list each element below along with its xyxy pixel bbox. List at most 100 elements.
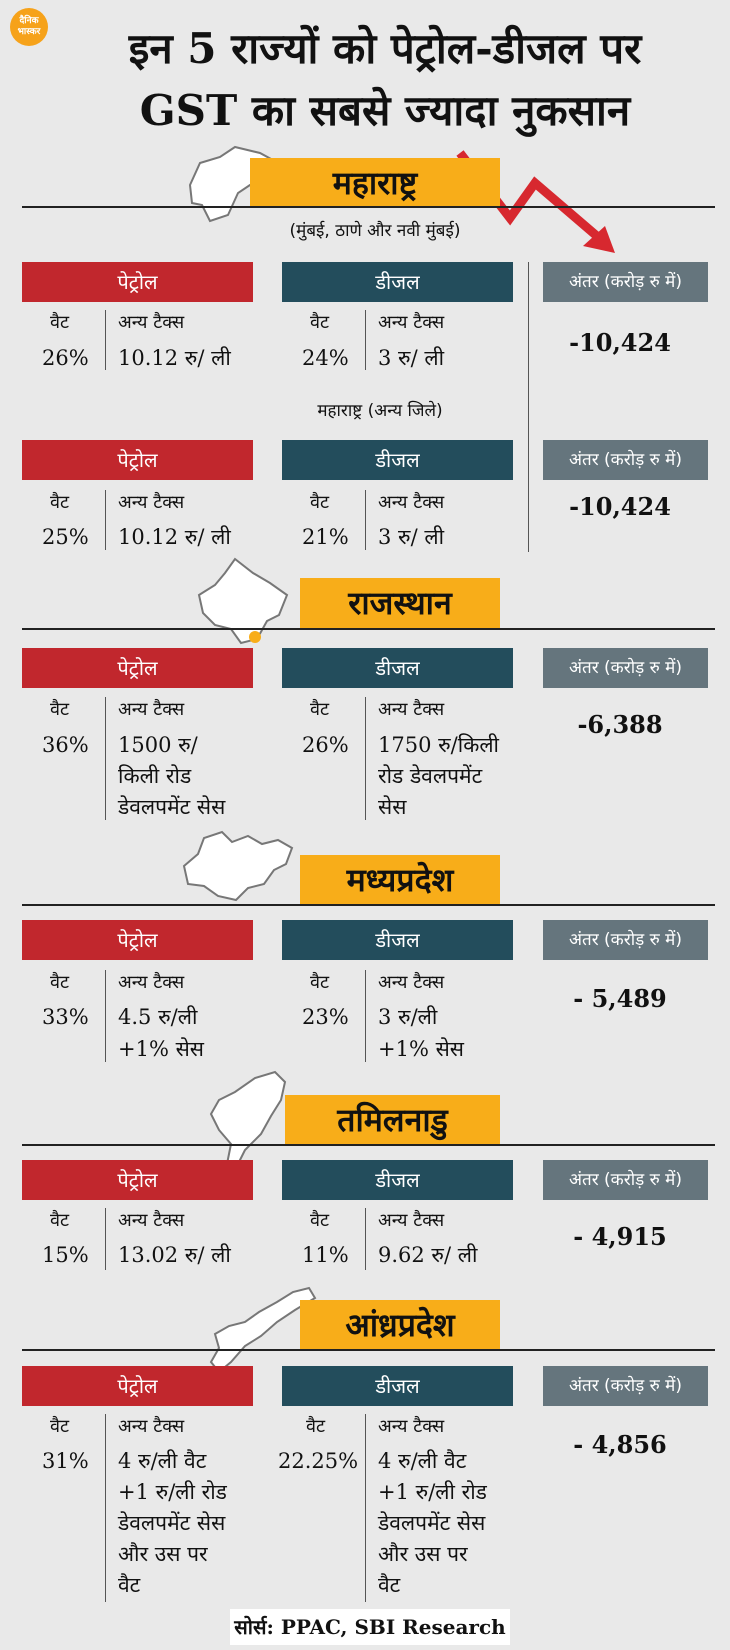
diesel-other-value: 3 रु/ ली [378, 525, 445, 549]
diff-value: - 4,915 [573, 1222, 667, 1251]
state-title-rajasthan: राजस्थान [300, 578, 500, 628]
maharashtra-note-1: (मुंबई, ठाणे और नवी मुंबई) [289, 221, 461, 241]
diesel-other-value: 3 रु/ ली [378, 346, 445, 370]
petrol-header: पेट्रोल [22, 1160, 253, 1200]
diff-value: - 4,856 [573, 1430, 667, 1459]
petrol-vat-value: 15% [42, 1243, 89, 1267]
petrol-other-line: +1% सेस [118, 1037, 204, 1061]
rajasthan-map-icon [197, 557, 289, 645]
diff-header: अंतर (करोड़ रु में) [543, 920, 708, 960]
petrol-vat-value: 33% [42, 1005, 89, 1029]
vat-label: वैट [50, 699, 70, 720]
petrol-other-line: डेवलपमेंट सेस [118, 1511, 226, 1535]
petrol-other-line: और उस पर [118, 1542, 208, 1566]
brand-line2: भास्कर [17, 27, 41, 37]
diesel-header: डीजल [282, 262, 513, 302]
vat-label: वैट [50, 1210, 70, 1231]
vat-label: वैट [306, 1416, 326, 1437]
state-title-tamil-nadu: तमिलनाडु [285, 1095, 500, 1145]
petrol-other-line: वैट [118, 1573, 141, 1597]
petrol-other-value: 13.02 रु/ ली [118, 1243, 231, 1267]
diesel-other-line: 1750 रु/किली [378, 733, 499, 757]
state-title-madhya-pradesh: मध्यप्रदेश [300, 855, 500, 905]
state-title-andhra-pradesh: आंध्रप्रदेश [300, 1300, 500, 1350]
cell-separator [365, 1208, 366, 1270]
cell-separator [105, 490, 106, 550]
vat-label: वैट [310, 1210, 330, 1231]
cell-separator [105, 310, 106, 370]
diff-value: - 5,489 [573, 984, 667, 1013]
section-divider [22, 904, 715, 906]
tamil-nadu-map-icon [209, 1070, 287, 1172]
diesel-other-line: +1 रु/ली रोड [378, 1480, 487, 1504]
vat-label: वैट [50, 972, 70, 993]
petrol-header: पेट्रोल [22, 262, 253, 302]
diesel-vat-value: 26% [302, 733, 349, 757]
column-separator [528, 262, 529, 552]
diesel-other-line: 3 रु/ली [378, 1005, 438, 1029]
cell-separator [365, 697, 366, 820]
cell-separator [365, 970, 366, 1062]
diff-header: अंतर (करोड़ रु में) [543, 262, 708, 302]
diff-value: -6,388 [577, 710, 663, 739]
maharashtra-note-2: महाराष्ट्र (अन्य जिले) [317, 401, 443, 421]
other-tax-label: अन्य टैक्स [378, 972, 445, 993]
state-title-maharashtra: महाराष्ट्र [250, 158, 500, 208]
diff-value: -10,424 [569, 328, 671, 357]
section-divider [22, 206, 715, 208]
diesel-other-line: और उस पर [378, 1542, 468, 1566]
petrol-header: पेट्रोल [22, 440, 253, 480]
petrol-other-line: +1 रु/ली रोड [118, 1480, 227, 1504]
other-tax-label: अन्य टैक्स [378, 1210, 445, 1231]
andhra-pradesh-map-icon [209, 1286, 317, 1374]
petrol-header: पेट्रोल [22, 648, 253, 688]
petrol-header: पेट्रोल [22, 920, 253, 960]
other-tax-label: अन्य टैक्स [118, 1416, 185, 1437]
petrol-other-value: 10.12 रु/ ली [118, 525, 231, 549]
diesel-header: डीजल [282, 1160, 513, 1200]
petrol-other-value: 10.12 रु/ ली [118, 346, 231, 370]
section-divider [22, 1144, 715, 1146]
diesel-vat-value: 11% [302, 1243, 349, 1267]
diff-header: अंतर (करोड़ रु में) [543, 1160, 708, 1200]
brand-logo: दैनिक भास्कर [10, 8, 48, 46]
section-divider [22, 628, 715, 630]
diesel-vat-value: 24% [302, 346, 349, 370]
petrol-vat-value: 25% [42, 525, 89, 549]
source-credit: सोर्स: PPAC, SBI Research [230, 1609, 510, 1645]
vat-label: वैट [310, 699, 330, 720]
other-tax-label: अन्य टैक्स [378, 312, 445, 333]
diesel-other-line: रोड डेवलपमेंट [378, 764, 483, 788]
diesel-header: डीजल [282, 920, 513, 960]
vat-label: वैट [50, 492, 70, 513]
section-divider [22, 1349, 715, 1351]
diff-header: अंतर (करोड़ रु में) [543, 648, 708, 688]
petrol-other-line: किली रोड [118, 764, 192, 788]
petrol-other-line: 4.5 रु/ली [118, 1005, 198, 1029]
petrol-vat-value: 26% [42, 346, 89, 370]
diesel-other-line: +1% सेस [378, 1037, 464, 1061]
diesel-vat-value: 23% [302, 1005, 349, 1029]
vat-label: वैट [310, 312, 330, 333]
cell-separator [105, 697, 106, 820]
petrol-other-line: 1500 रु/ [118, 733, 198, 757]
diesel-other-line: वैट [378, 1573, 401, 1597]
diesel-other-value: 9.62 रु/ ली [378, 1243, 478, 1267]
diesel-header: डीजल [282, 648, 513, 688]
brand-line1: दैनिक [19, 16, 39, 26]
other-tax-label: अन्य टैक्स [378, 1416, 445, 1437]
diesel-vat-value: 21% [302, 525, 349, 549]
petrol-other-line: 4 रु/ली वैट [118, 1449, 207, 1473]
vat-label: वैट [310, 972, 330, 993]
other-tax-label: अन्य टैक्स [378, 699, 445, 720]
diff-header: अंतर (करोड़ रु में) [543, 1366, 708, 1406]
diesel-vat-value: 22.25% [278, 1449, 359, 1473]
diesel-header: डीजल [282, 440, 513, 480]
other-tax-label: अन्य टैक्स [118, 972, 185, 993]
cell-separator [105, 1208, 106, 1270]
cell-separator [365, 490, 366, 550]
other-tax-label: अन्य टैक्स [378, 492, 445, 513]
diff-value: -10,424 [569, 492, 671, 521]
other-tax-label: अन्य टैक्स [118, 1210, 185, 1231]
diesel-header: डीजल [282, 1366, 513, 1406]
